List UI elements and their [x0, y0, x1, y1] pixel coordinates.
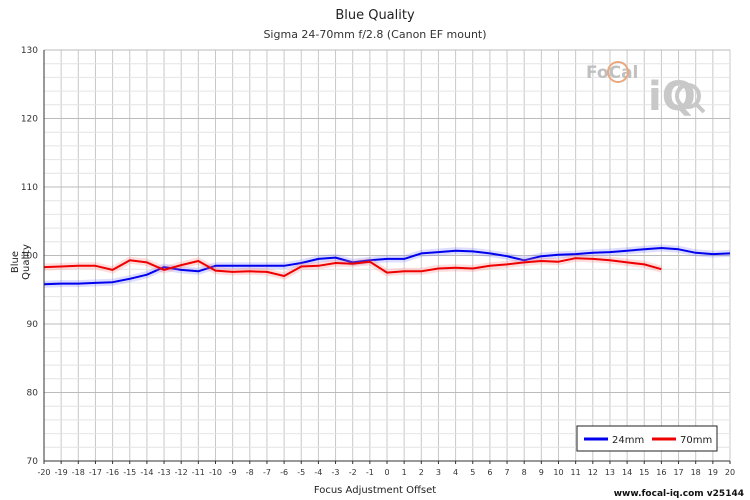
x-tick-label: 10	[553, 468, 563, 477]
logo-lens-icon	[675, 83, 701, 109]
x-tick-label: -11	[192, 468, 205, 477]
x-tick-label: 12	[588, 468, 598, 477]
y-tick-label: 130	[21, 46, 38, 56]
x-tick-label: 2	[419, 468, 424, 477]
x-tick-label: 11	[571, 468, 581, 477]
x-tick-label: 14	[622, 468, 632, 477]
x-tick-label: 18	[691, 468, 701, 477]
grid	[43, 49, 731, 462]
x-tick-label: 0	[384, 468, 389, 477]
x-tick-label: -19	[55, 468, 68, 477]
logo-handle	[694, 102, 706, 114]
x-tick-label: 13	[605, 468, 615, 477]
x-tick-label: -16	[106, 468, 119, 477]
x-tick-label: -14	[140, 468, 153, 477]
x-tick-label: 5	[470, 468, 475, 477]
x-tick-label: -15	[123, 468, 136, 477]
series-line-24mm	[43, 247, 731, 286]
legend-label-24mm: 24mm	[612, 435, 644, 446]
y-tick-label: 100	[21, 252, 38, 262]
x-tick-label: -7	[263, 468, 271, 477]
x-tick-label: -9	[229, 468, 237, 477]
x-tick-label: 9	[539, 468, 544, 477]
x-tick-label: -4	[314, 468, 322, 477]
y-tick-label: 90	[27, 320, 39, 330]
x-tick-label: 8	[522, 468, 527, 477]
x-tick-label: 19	[708, 468, 718, 477]
x-tick-label: 16	[656, 468, 666, 477]
legend: 24mm 70mm	[576, 425, 718, 452]
y-tick-label: 120	[21, 115, 38, 125]
focal-iq-logo: FoCal iQ	[586, 61, 706, 120]
x-tick-label: -20	[37, 468, 50, 477]
x-tick-label: 1	[402, 468, 407, 477]
chart-title: Blue Quality	[335, 8, 415, 23]
x-tick-label: -10	[209, 468, 222, 477]
x-tick-label: -2	[349, 468, 357, 477]
y-tick-label: 70	[27, 457, 39, 467]
x-tick-label: -12	[175, 468, 188, 477]
y-tick-label: 110	[21, 183, 38, 193]
series-layer	[43, 244, 731, 288]
x-tick-label: -18	[72, 468, 85, 477]
x-tick-label: -1	[366, 468, 374, 477]
x-tick-label: 7	[505, 468, 510, 477]
chart-subtitle: Sigma 24-70mm f/2.8 (Canon EF mount)	[263, 28, 487, 41]
x-tick-label: -13	[158, 468, 171, 477]
x-axis-title: Focus Adjustment Offset	[313, 485, 437, 496]
logo-text-bottom: iQ	[648, 74, 696, 120]
legend-label-70mm: 70mm	[680, 435, 712, 446]
x-tick-label: 17	[673, 468, 683, 477]
x-tick-label: -8	[246, 468, 254, 477]
x-tick-label: -5	[297, 468, 305, 477]
x-tick-label: 3	[436, 468, 441, 477]
x-tick-label: 6	[487, 468, 492, 477]
watermark: www.focal-iq.com v25144	[613, 489, 744, 499]
x-tick-label: -6	[280, 468, 288, 477]
series-line-70mm	[43, 257, 662, 277]
y-tick-label: 80	[27, 389, 39, 399]
y-axis-title: Blue Quality	[10, 244, 32, 280]
x-tick-label: -17	[89, 468, 102, 477]
x-tick-label: 4	[453, 468, 458, 477]
x-tick-label: -3	[332, 468, 340, 477]
x-tick-label: 15	[639, 468, 649, 477]
x-tick-label: 20	[725, 468, 735, 477]
logo-ring	[607, 61, 629, 83]
